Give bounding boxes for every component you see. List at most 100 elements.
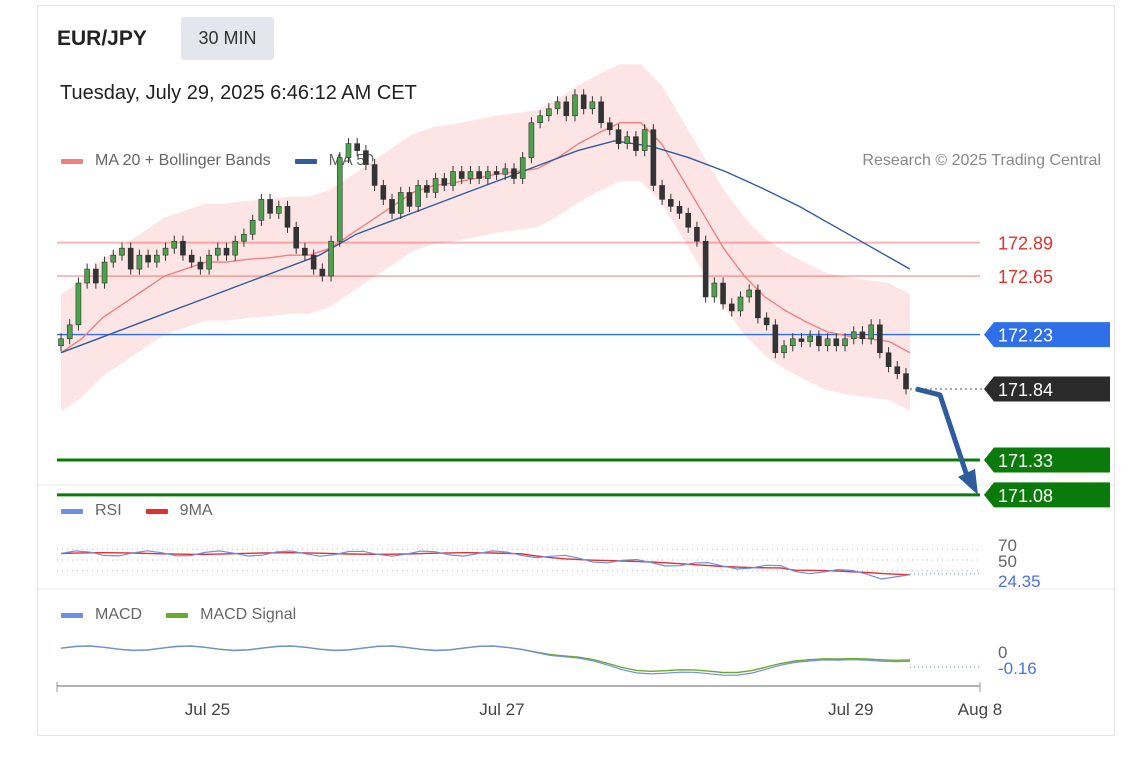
candle — [432, 178, 439, 193]
candle — [127, 247, 134, 270]
candle — [293, 226, 300, 249]
candle — [232, 240, 239, 256]
macd-zero-label: 0 — [998, 643, 1007, 662]
candle — [502, 168, 509, 175]
candle — [441, 178, 448, 186]
rsi-axis-label: 24.35 — [998, 572, 1041, 591]
macd-line — [60, 645, 911, 676]
candle — [458, 171, 465, 179]
candle — [267, 199, 273, 214]
candle — [789, 338, 796, 347]
candle — [563, 101, 570, 117]
candle — [885, 352, 892, 367]
candle — [145, 254, 151, 263]
candle — [624, 136, 631, 144]
candle — [694, 226, 700, 242]
candle — [415, 185, 421, 207]
support-tag-bg — [984, 447, 1110, 473]
pivot-tag: 172.23 — [998, 326, 1053, 346]
candle — [824, 338, 831, 347]
rsi-legend-label: RSI — [95, 502, 122, 519]
candle — [850, 331, 857, 340]
candle — [702, 240, 709, 298]
candle — [162, 247, 169, 256]
candle — [249, 220, 256, 235]
candle — [711, 282, 718, 298]
candle — [781, 345, 787, 354]
rsi9-legend-label: 9MA — [179, 502, 213, 519]
candle — [607, 122, 613, 130]
candle — [546, 108, 552, 117]
rsi9-swatch — [145, 508, 168, 514]
candle — [310, 254, 317, 270]
macd-legend: MACD MACD Signal — [61, 606, 296, 624]
candle — [450, 171, 456, 186]
candle — [842, 338, 848, 347]
candle — [206, 254, 212, 270]
research-credit: Research © 2025 Trading Central — [862, 152, 1101, 169]
candle — [223, 247, 230, 256]
macd-swatch — [61, 612, 83, 618]
candle — [319, 268, 326, 277]
last-tag: 171.84 — [998, 380, 1053, 400]
candle — [363, 150, 369, 165]
candle — [667, 199, 674, 207]
rsi-legend: RSI 9MA — [61, 502, 213, 520]
candle — [659, 185, 665, 200]
candle — [746, 289, 752, 298]
candle — [101, 261, 108, 284]
candle — [136, 254, 143, 270]
resistance-tag: 172.89 — [998, 234, 1053, 254]
candle — [528, 122, 535, 158]
candle — [816, 335, 822, 347]
candle — [110, 254, 117, 263]
support-tag: 171.08 — [998, 486, 1053, 506]
candle — [589, 101, 596, 110]
rsi-axis-label: 50 — [998, 552, 1017, 571]
support-tag-bg — [984, 482, 1110, 508]
resistance-tag: 172.65 — [998, 267, 1053, 287]
candle — [371, 164, 378, 186]
candle — [519, 157, 526, 179]
candle — [241, 233, 247, 242]
candle — [406, 192, 413, 207]
pivot-tag-bg — [984, 322, 1110, 348]
candle — [868, 324, 874, 340]
candle — [615, 129, 622, 144]
candle — [302, 247, 308, 256]
candle — [580, 94, 587, 110]
ma50-line — [60, 140, 911, 354]
macd-signal-swatch — [166, 612, 189, 618]
candle — [859, 331, 866, 340]
candle — [833, 338, 840, 347]
candle — [188, 254, 195, 263]
macd-signal-legend-label: MACD Signal — [200, 606, 297, 623]
candle — [93, 268, 99, 284]
candle — [58, 338, 64, 347]
candle — [328, 240, 334, 277]
candle — [424, 185, 430, 193]
instrument-title: EUR/JPY — [57, 27, 147, 50]
candle — [572, 94, 578, 117]
macd-signal-line — [60, 645, 911, 674]
candle — [877, 324, 883, 354]
price-legend: MA 20 + Bollinger Bands MA 50 — [61, 152, 374, 170]
candle — [467, 171, 474, 179]
candle — [336, 157, 343, 242]
candle — [598, 101, 604, 124]
candle — [807, 335, 813, 342]
candle — [171, 240, 178, 249]
candle — [180, 240, 186, 256]
rsi-line — [60, 550, 911, 580]
timeframe-badge[interactable]: 30 MIN — [181, 17, 274, 60]
rsi-swatch — [61, 508, 83, 514]
ma20-legend-label: MA 20 + Bollinger Bands — [95, 152, 271, 169]
candle — [485, 171, 491, 179]
x-tick-label: Jul 25 — [185, 700, 230, 719]
candle — [493, 171, 500, 175]
candle — [755, 289, 761, 319]
x-tick-label: Aug 8 — [958, 700, 1002, 719]
candle — [197, 261, 204, 270]
candle — [903, 373, 909, 390]
